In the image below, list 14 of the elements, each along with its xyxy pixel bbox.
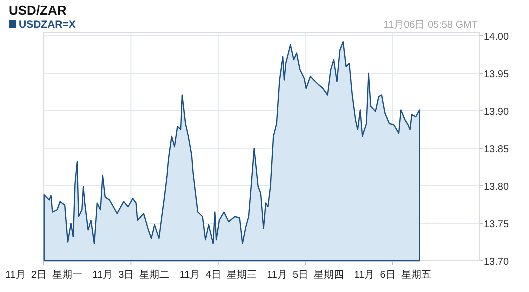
x-tick-label: 11月 2日 星期一 [5,269,83,281]
y-tick-label: 14.00 [484,32,510,43]
y-tick-label: 13.70 [484,257,510,268]
x-tick-label: 11月 4日 星期三 [180,269,257,281]
y-tick-label: 13.95 [484,70,510,80]
text: 11月06日 05:58 GMT [384,20,478,31]
x-tick-label: 11月 5日 星期四 [267,269,344,281]
x-tick-label: 11月 6日 星期五 [354,269,432,281]
x-tick-label: 11月 3日 星期二 [92,269,170,281]
y-tick-label: 13.90 [484,107,510,118]
y-tick-label: 13.75 [484,220,510,230]
y-tick-label: 13.80 [484,182,510,193]
y-tick-label: 13.85 [484,144,510,156]
chart-title: USD/ZAR [9,3,68,18]
